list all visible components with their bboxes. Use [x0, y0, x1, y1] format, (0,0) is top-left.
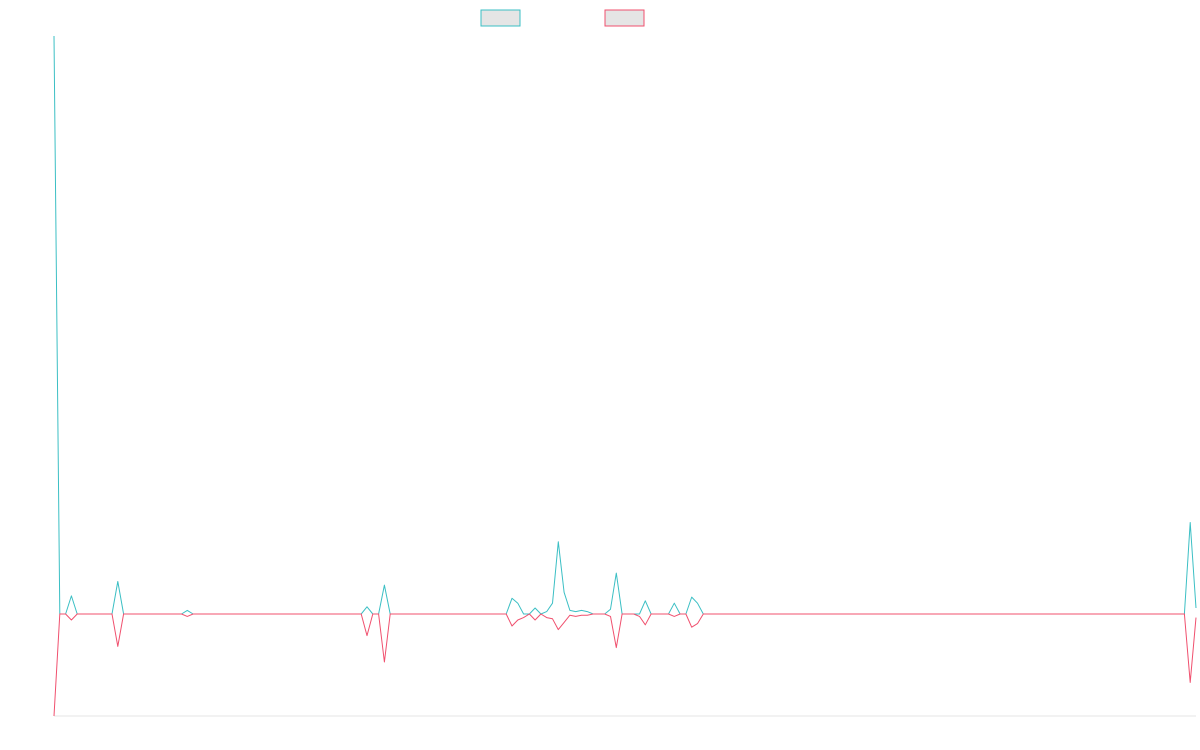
legend	[480, 9, 645, 27]
series-line-1	[53, 35, 1197, 615]
legend-item-2[interactable]	[604, 9, 645, 27]
legend-item-1[interactable]	[480, 9, 521, 27]
series-line-2	[53, 613, 1197, 717]
legend-swatch-1	[480, 9, 521, 27]
plot-area	[53, 35, 1197, 717]
legend-swatch-2	[604, 9, 645, 27]
